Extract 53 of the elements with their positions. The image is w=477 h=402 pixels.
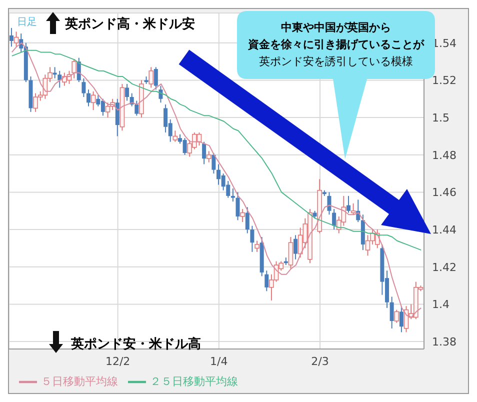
annotation: 資金を徐々に引き揚げていることが [248,38,424,51]
candlestick [390,296,394,329]
candlestick [202,141,206,165]
candlestick [52,66,57,79]
candlestick [254,240,260,252]
candlestick [250,225,254,252]
candlestick [115,98,120,137]
y-tick-label: 1.5 [432,111,450,124]
x-tick-label: 1/4 [210,354,228,368]
candlestick [346,195,350,214]
annotation: 日足 [17,16,37,29]
y-tick-label: 1.48 [432,148,456,162]
y-tick-label: 1.4 [432,298,450,312]
candlestick [125,83,130,102]
legend-label: ２５日移動平均線 [150,375,238,388]
candlestick [172,130,178,142]
candlestick [82,78,86,98]
legend-label: ５日移動平均線 [41,375,118,388]
candlestick [240,208,245,223]
candlestick [86,89,91,107]
candlestick [394,309,400,324]
candlestick [236,192,240,221]
y-tick-label: 1.52 [432,74,456,88]
y-tick-label: 1.38 [432,335,456,348]
candlestick [264,270,269,292]
candlestick [206,150,212,163]
candlestick [288,236,294,270]
candlestick [90,90,96,111]
candlestick [332,208,336,230]
y-tick-label: 1.44 [432,223,456,236]
candlestick [294,234,298,260]
candlestick [14,31,19,48]
y-tick-label: 1.42 [432,260,456,274]
candlestick [134,100,139,116]
candlestick [154,66,158,90]
candlestick [399,306,404,333]
annotation: 英ポンド安・米ドル高 [71,336,201,353]
candlestick [350,202,356,216]
candlestick [245,206,250,234]
x-tick-label: 12/2 [105,354,130,368]
candlestick [158,85,163,104]
candlestick [230,188,235,202]
candlestick [9,27,14,48]
y-tick-label: 1.46 [432,186,456,200]
x-tick-label: 2/3 [311,354,329,368]
annotation: 中東や中国が英国から [280,20,392,36]
candlestick [327,192,332,216]
annotation: 英ポンド高・米ドル安 [65,16,195,33]
annotation: 英ポンド安を誘引している模様 [258,54,414,70]
candlestick [148,66,154,88]
candlestick [58,70,62,88]
line-series [11,50,422,251]
candlestick [212,152,216,174]
